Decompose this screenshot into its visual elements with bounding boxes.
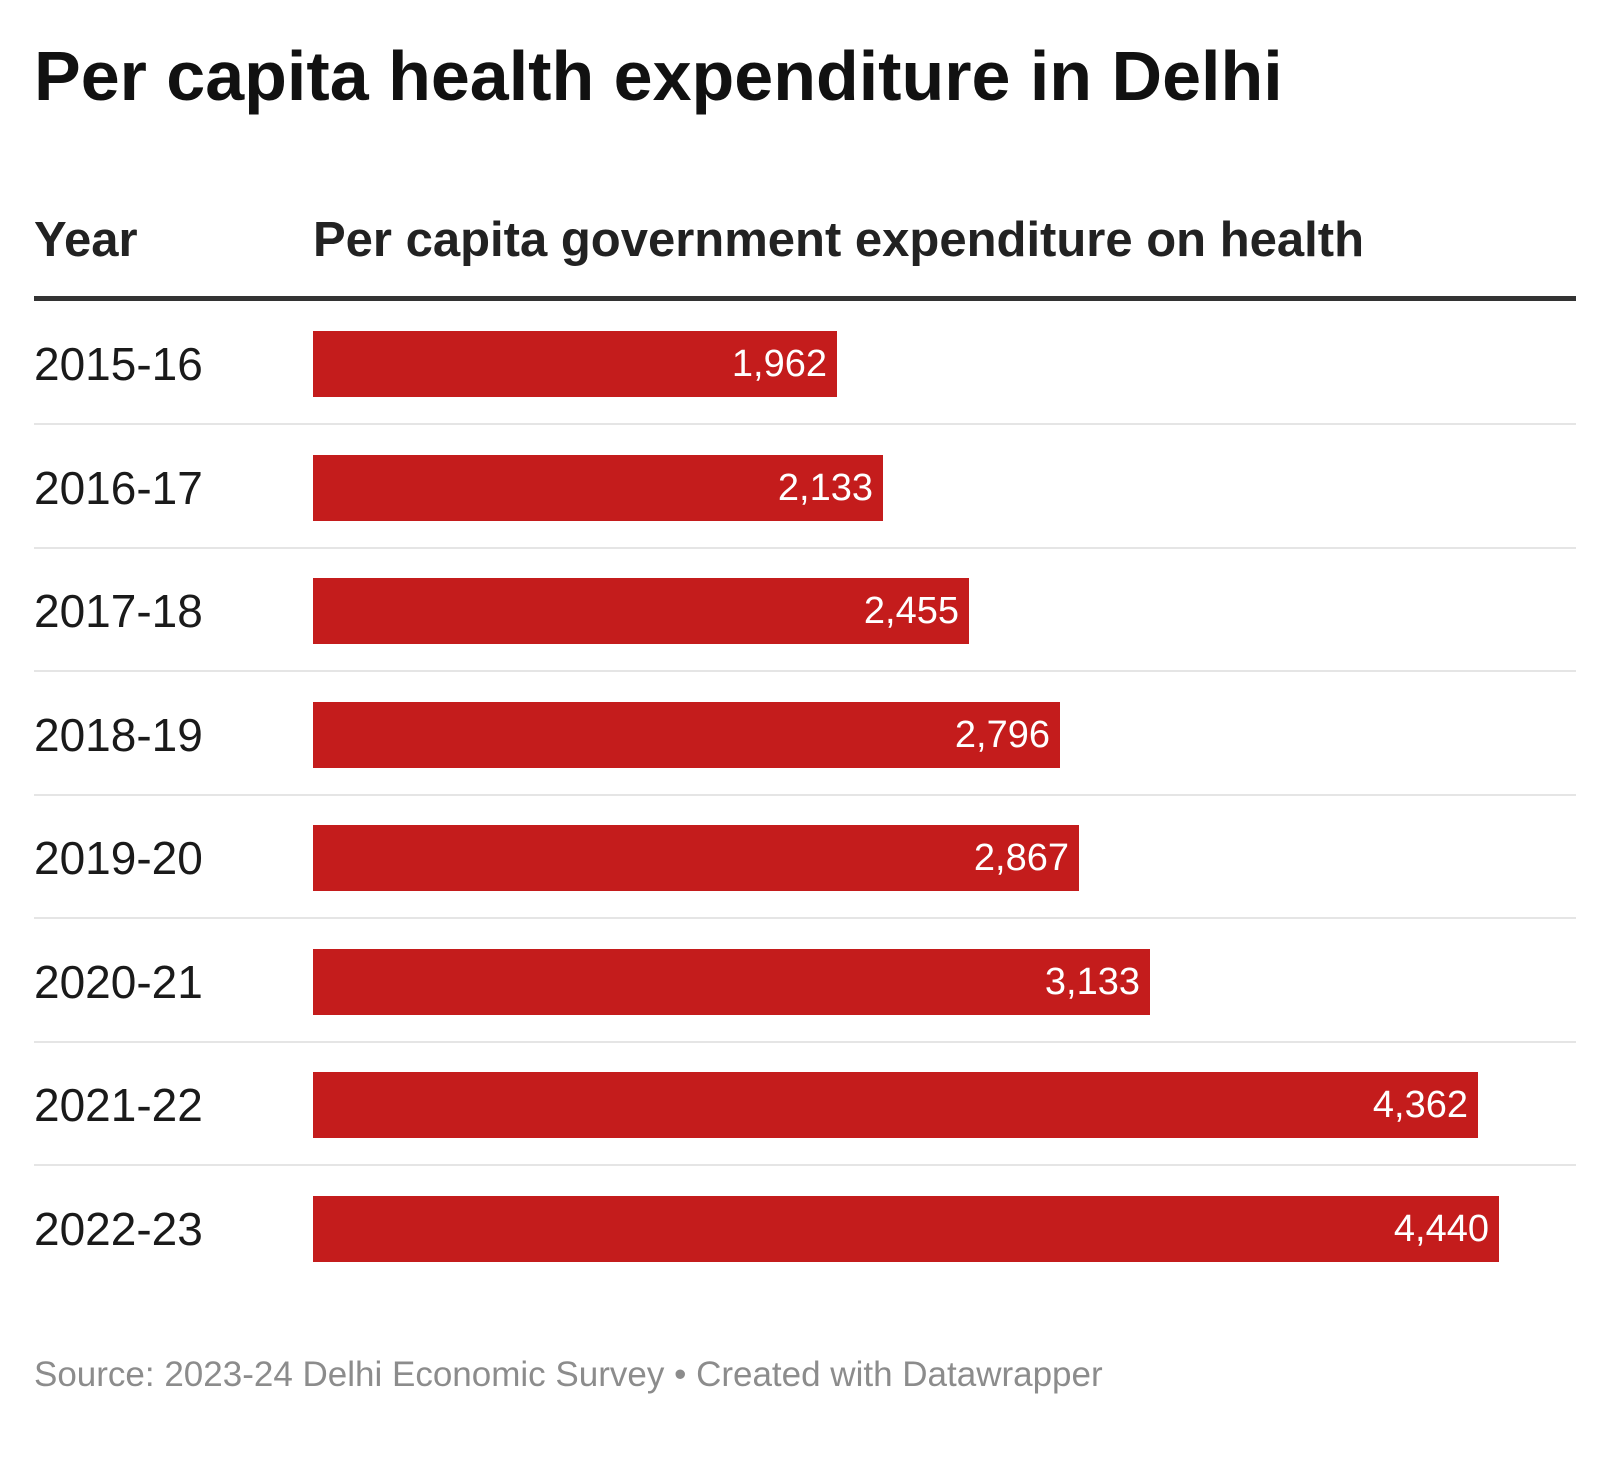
bar: 4,362 xyxy=(313,1072,1478,1138)
row-divider xyxy=(34,917,1576,919)
bar: 2,796 xyxy=(313,701,1060,768)
row-divider xyxy=(34,793,1576,796)
bar: 3,133 xyxy=(313,948,1150,1015)
bar-value-label: 2,455 xyxy=(863,590,959,632)
bar-value-label: 2,796 xyxy=(954,713,1050,756)
row-divider xyxy=(34,423,1576,425)
bar: 2,133 xyxy=(313,454,883,521)
bar-value-label: 2,867 xyxy=(973,837,1069,879)
table-row: 2021-22 4,362 xyxy=(0,1041,1600,1166)
source-note: Source: 2023-24 Delhi Economic Survey xyxy=(34,1355,665,1394)
row-divider xyxy=(34,1040,1576,1043)
row-divider xyxy=(34,546,1576,549)
bar: 4,440 xyxy=(313,1195,1499,1262)
row-divider xyxy=(34,1164,1576,1166)
year-label: 2017-18 xyxy=(34,585,203,637)
credit-note: Created with Datawrapper xyxy=(696,1355,1103,1394)
year-label: 2022-23 xyxy=(34,1202,203,1255)
table-row: 2019-20 2,867 xyxy=(0,794,1600,919)
column-header-expenditure: Per capita government expenditure on hea… xyxy=(313,213,1365,267)
table-row: 2022-23 4,440 xyxy=(0,1165,1600,1289)
bar: 2,867 xyxy=(313,825,1079,891)
bar-value-label: 3,133 xyxy=(1044,960,1140,1003)
bar: 2,455 xyxy=(313,578,969,644)
table-row: 2020-21 3,133 xyxy=(0,918,1600,1043)
bar-value-label: 4,362 xyxy=(1372,1084,1468,1126)
chart-footer: Source: 2023-24 Delhi Economic Survey • … xyxy=(34,1352,1103,1398)
column-header-year: Year xyxy=(34,213,138,267)
year-label: 2015-16 xyxy=(34,338,203,390)
row-divider xyxy=(34,670,1576,672)
table-row: 2015-16 1,962 xyxy=(0,300,1600,425)
year-label: 2018-19 xyxy=(34,708,203,761)
table-row: 2017-18 2,455 xyxy=(0,547,1600,672)
year-label: 2016-17 xyxy=(34,461,203,514)
footer-separator: • xyxy=(674,1355,687,1394)
bar-value-label: 1,962 xyxy=(731,343,827,385)
year-label: 2019-20 xyxy=(34,832,203,884)
year-label: 2020-21 xyxy=(34,955,203,1008)
header-divider xyxy=(34,296,1576,301)
bar-value-label: 4,440 xyxy=(1393,1207,1489,1250)
table-row: 2016-17 2,133 xyxy=(0,424,1600,549)
bar-value-label: 2,133 xyxy=(777,466,873,509)
table-row: 2018-19 2,796 xyxy=(0,671,1600,796)
chart-title: Per capita health expenditure in Delhi xyxy=(34,37,1283,115)
bar: 1,962 xyxy=(313,331,837,397)
year-label: 2021-22 xyxy=(34,1079,203,1131)
